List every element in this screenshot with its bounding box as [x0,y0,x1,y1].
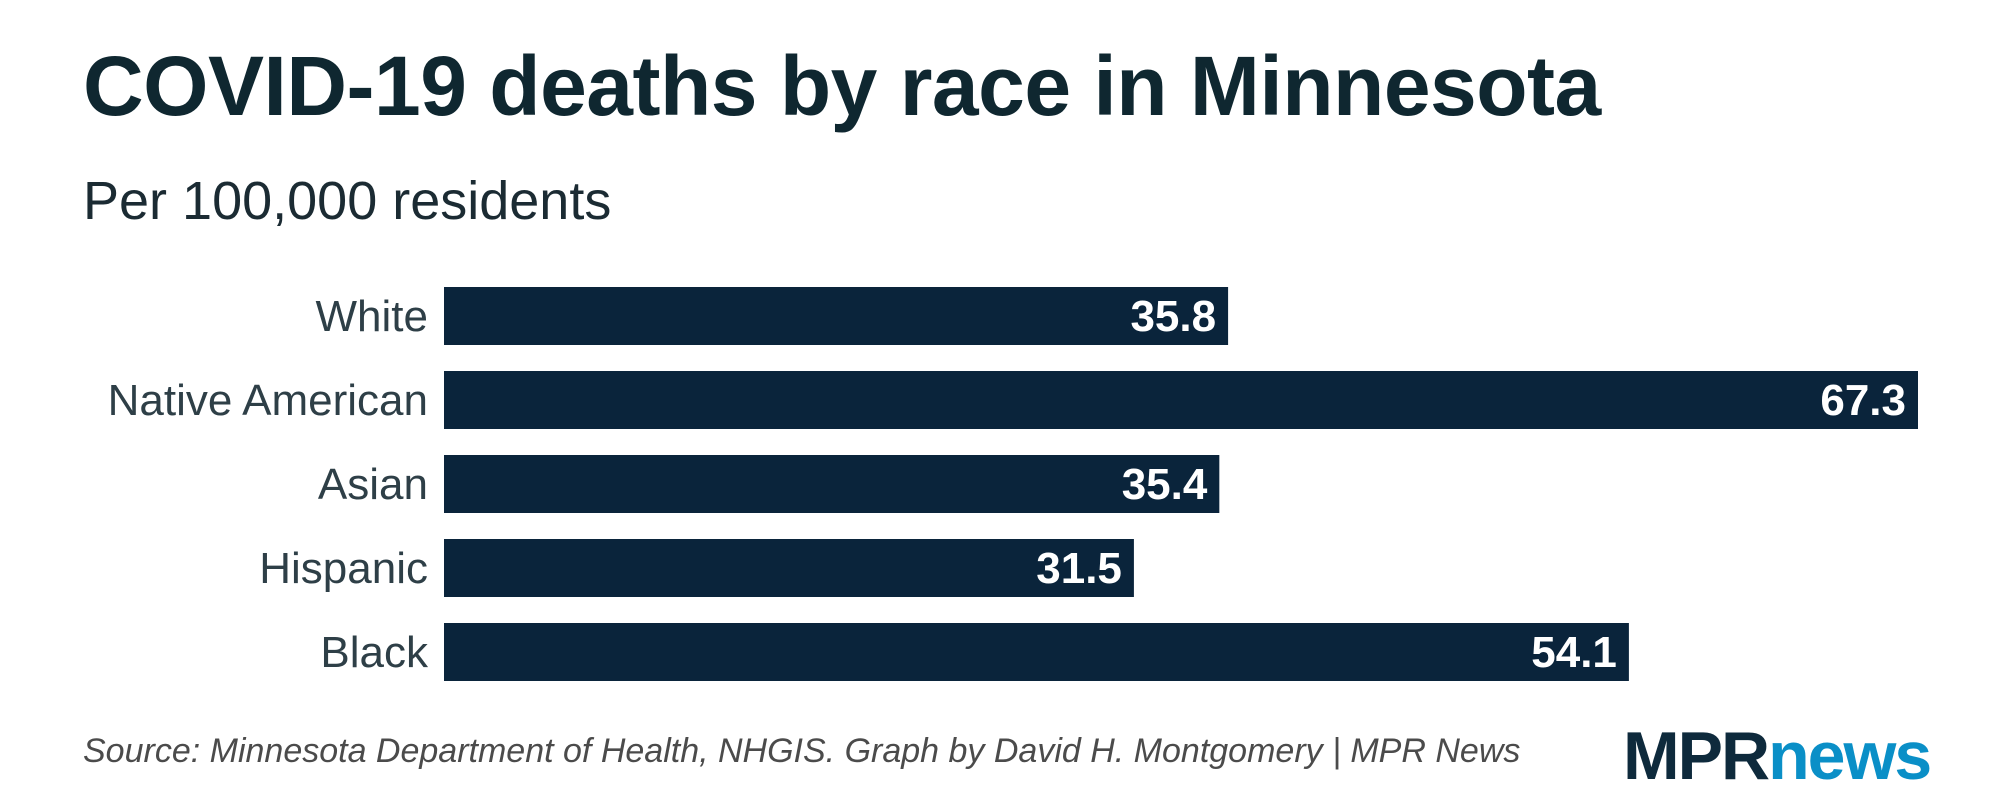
value-label-hispanic: 31.5 [1036,544,1122,593]
mpr-news-logo: MPRnews [1623,722,1932,790]
bar-black [444,623,1629,681]
bar-asian [444,455,1220,513]
category-label-native-american: Native American [108,376,428,425]
logo-mpr-text: MPR [1623,718,1770,794]
value-label-native-american: 67.3 [1820,376,1906,425]
value-label-asian: 35.4 [1122,460,1208,509]
chart-title: COVID-19 deaths by race in Minnesota [83,39,1601,133]
value-label-white: 35.8 [1130,292,1216,341]
category-label-white: White [316,292,428,341]
bar-white [444,287,1229,345]
category-label-black: Black [320,628,429,677]
bar-chart: White 35.8 Native American 67.3 Asian 35.4 His… [108,287,1918,681]
category-label-asian: Asian [318,460,428,509]
chart-subtitle: Per 100,000 residents [83,171,612,231]
source-note: Source: Minnesota Department of Health, … [83,732,1521,770]
logo-news-text: news [1768,718,1932,794]
bar-native-american [444,371,1918,429]
value-label-black: 54.1 [1531,628,1617,677]
bar-hispanic [444,539,1134,597]
category-label-hispanic: Hispanic [259,544,428,593]
